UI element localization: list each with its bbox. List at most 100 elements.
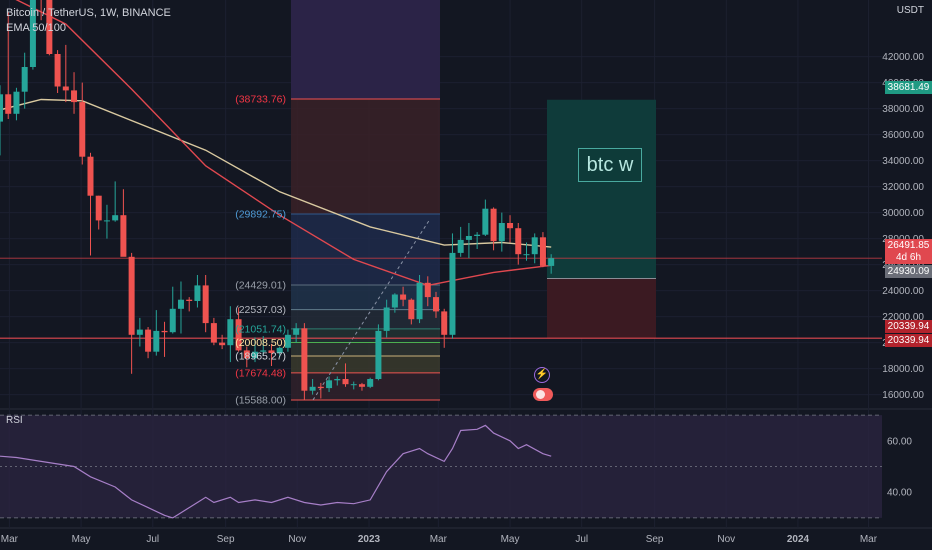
support-price-tag-b: 20339.94 bbox=[885, 334, 932, 347]
text-annotation[interactable]: btc w bbox=[578, 148, 642, 182]
lightning-icon[interactable]: ⚡ bbox=[534, 367, 550, 383]
candle-body bbox=[342, 379, 349, 385]
candle-body bbox=[219, 342, 226, 346]
candle-body bbox=[326, 380, 333, 389]
candle-body bbox=[235, 319, 242, 351]
candle-body bbox=[13, 91, 20, 114]
candle-body bbox=[29, 0, 36, 68]
price-tick: 34000.00 bbox=[882, 156, 924, 167]
candle-body bbox=[424, 282, 431, 298]
candle-body bbox=[301, 328, 308, 391]
candle-body bbox=[79, 102, 86, 157]
candle-body bbox=[243, 350, 250, 359]
fib-extension-zone bbox=[291, 0, 440, 100]
candle-body bbox=[260, 350, 267, 352]
ema-legend[interactable]: EMA 50/100 bbox=[6, 22, 66, 34]
candle-body bbox=[358, 384, 365, 387]
candle-body bbox=[293, 328, 300, 335]
price-tick: 38000.00 bbox=[882, 104, 924, 115]
candle-body bbox=[136, 329, 143, 335]
long-stop-zone bbox=[547, 278, 656, 339]
fib-zone bbox=[291, 356, 440, 373]
candle-body bbox=[252, 351, 259, 359]
candle-body bbox=[441, 311, 448, 335]
stop-price-tag: 24930.09 bbox=[885, 265, 932, 278]
time-label: 2024 bbox=[787, 534, 810, 545]
fib-zone bbox=[291, 285, 440, 310]
rsi-tick: 60.00 bbox=[887, 436, 912, 447]
candle-body bbox=[523, 254, 530, 256]
candle-body bbox=[46, 0, 53, 54]
candle-body bbox=[177, 299, 184, 309]
time-label: Sep bbox=[646, 534, 664, 545]
candle-body bbox=[350, 384, 357, 386]
rsi-tick: 40.00 bbox=[887, 488, 912, 499]
candle-body bbox=[515, 228, 522, 255]
candle-body bbox=[531, 237, 538, 255]
candle-body bbox=[400, 294, 407, 300]
candle-body bbox=[186, 299, 193, 301]
fib-zone bbox=[291, 328, 440, 343]
long-profit-zone bbox=[547, 99, 656, 279]
price-tick: 30000.00 bbox=[882, 208, 924, 219]
price-tick: 16000.00 bbox=[882, 390, 924, 401]
ema100-line bbox=[0, 98, 552, 248]
fib-zone bbox=[291, 99, 440, 214]
fib-level-label: (38733.76) bbox=[235, 94, 286, 106]
candle-body bbox=[103, 220, 110, 222]
rsi-legend[interactable]: RSI bbox=[6, 415, 23, 426]
candle-body bbox=[284, 334, 291, 348]
candle-body bbox=[62, 86, 69, 91]
candle-body bbox=[0, 94, 3, 122]
candle-body bbox=[128, 256, 135, 335]
price-tick: 24000.00 bbox=[882, 286, 924, 297]
time-label: Jul bbox=[146, 534, 159, 545]
fib-level-label: (21051.74) bbox=[235, 323, 286, 335]
current-price-tag: 26491.85 bbox=[885, 239, 932, 252]
candle-body bbox=[120, 215, 127, 257]
price-tick: 36000.00 bbox=[882, 130, 924, 141]
candle-body bbox=[433, 297, 439, 312]
candle-body bbox=[548, 258, 555, 266]
candle-body bbox=[507, 223, 514, 229]
candle-body bbox=[317, 386, 324, 389]
candle-body bbox=[276, 347, 283, 353]
price-tick: 18000.00 bbox=[882, 364, 924, 375]
candle-body bbox=[145, 329, 152, 352]
fib-level-label: (22537.03) bbox=[235, 304, 286, 316]
candle-body bbox=[210, 323, 217, 343]
candle-body bbox=[334, 379, 341, 381]
candle-body bbox=[474, 234, 481, 236]
currency-label: USDT bbox=[896, 5, 924, 16]
flag-icon[interactable] bbox=[533, 388, 553, 401]
time-label: Nov bbox=[288, 534, 306, 545]
candle-body bbox=[54, 54, 61, 87]
countdown-tag: 4d 6h bbox=[885, 251, 932, 264]
price-tick: 42000.00 bbox=[882, 52, 924, 63]
symbol-legend[interactable]: Bitcoin / TetherUS, 1W, BINANCE bbox=[6, 7, 171, 19]
candle-body bbox=[227, 319, 234, 346]
candle-body bbox=[367, 379, 374, 387]
candle-body bbox=[169, 308, 176, 333]
price-tick: 22000.00 bbox=[882, 312, 924, 323]
time-label: Mar bbox=[860, 534, 878, 545]
candle-body bbox=[112, 215, 119, 221]
support-price-tag-a: 20339.94 bbox=[885, 320, 932, 333]
candle-body bbox=[375, 330, 382, 379]
fib-zone bbox=[291, 342, 440, 357]
time-label: Mar bbox=[1, 534, 19, 545]
candle-body bbox=[465, 236, 472, 240]
fib-level-label: (24429.01) bbox=[235, 280, 286, 292]
target-price-tag: 38681.49 bbox=[885, 81, 932, 94]
fib-zone bbox=[291, 213, 440, 286]
ema50-line bbox=[15, 0, 552, 287]
candle-body bbox=[309, 386, 316, 391]
candle-body bbox=[21, 67, 28, 92]
fib-level-label: (15588.00) bbox=[235, 394, 286, 406]
candle-body bbox=[87, 156, 94, 196]
fib-level-label: (29892.75) bbox=[235, 208, 286, 220]
candle-body bbox=[416, 282, 423, 320]
fib-level-label: (20008.50) bbox=[235, 337, 286, 349]
